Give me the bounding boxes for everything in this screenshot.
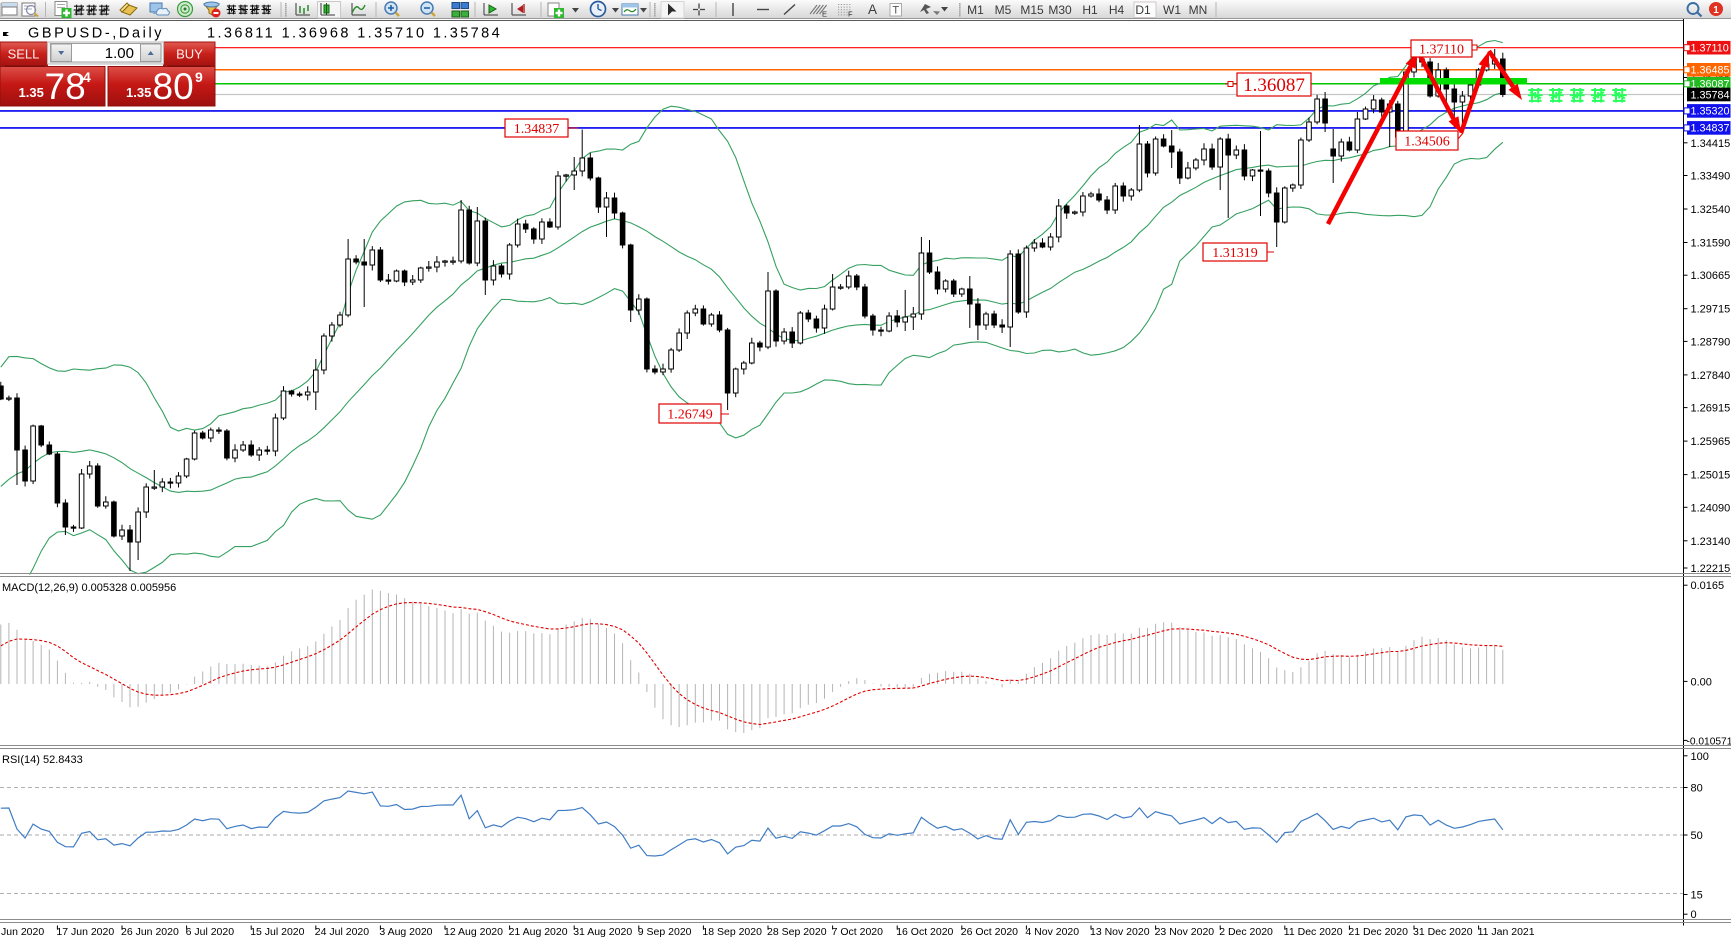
svg-text:1: 1 — [1713, 5, 1719, 16]
svg-text:-0.010571: -0.010571 — [1687, 736, 1731, 747]
svg-text:1.25965: 1.25965 — [1691, 436, 1731, 448]
svg-text:3 Aug 2020: 3 Aug 2020 — [379, 926, 432, 938]
svg-text:2 Dec 2020: 2 Dec 2020 — [1219, 926, 1273, 938]
svg-text:26 Oct 2020: 26 Oct 2020 — [961, 926, 1018, 938]
svg-text:F: F — [848, 10, 853, 19]
svg-text:1.36087: 1.36087 — [1691, 79, 1730, 91]
svg-text:1.31590: 1.31590 — [1691, 238, 1731, 250]
svg-text:1.34506: 1.34506 — [1404, 134, 1450, 149]
svg-text:12 Aug 2020: 12 Aug 2020 — [444, 926, 503, 938]
svg-text:4 Nov 2020: 4 Nov 2020 — [1025, 926, 1079, 938]
svg-text:M1: M1 — [967, 3, 984, 17]
svg-text:24 Jul 2020: 24 Jul 2020 — [315, 926, 369, 938]
svg-text:9: 9 — [195, 69, 203, 85]
svg-text:17 Jun 2020: 17 Jun 2020 — [56, 926, 114, 938]
svg-text:1.32540: 1.32540 — [1691, 204, 1731, 216]
svg-text:1.00: 1.00 — [105, 45, 134, 62]
svg-text:80: 80 — [153, 66, 194, 107]
svg-text:18 Sep 2020: 18 Sep 2020 — [702, 926, 762, 938]
svg-text:0.00: 0.00 — [1691, 676, 1712, 688]
svg-text:1.35320: 1.35320 — [1691, 106, 1730, 118]
svg-text:1.27840: 1.27840 — [1691, 370, 1731, 382]
svg-text:1.31319: 1.31319 — [1212, 246, 1258, 261]
svg-text:50: 50 — [1691, 830, 1703, 842]
svg-text:GBPUSD-,Daily: GBPUSD-,Daily — [28, 26, 164, 42]
svg-text:1.22215: 1.22215 — [1691, 563, 1731, 575]
svg-text:11 Dec 2020: 11 Dec 2020 — [1284, 926, 1343, 938]
svg-text:T: T — [892, 5, 899, 17]
svg-text:1.34415: 1.34415 — [1691, 138, 1731, 150]
svg-text:9 Sep 2020: 9 Sep 2020 — [638, 926, 692, 938]
svg-text:1.36811 1.36968 1.35710 1.3578: 1.36811 1.36968 1.35710 1.35784 — [207, 26, 502, 42]
svg-text:6 Jul 2020: 6 Jul 2020 — [186, 926, 235, 938]
svg-text:28 Sep 2020: 28 Sep 2020 — [767, 926, 827, 938]
svg-text:M15: M15 — [1020, 3, 1044, 17]
svg-text:0.0165: 0.0165 — [1691, 580, 1725, 592]
svg-text:1.36485: 1.36485 — [1691, 65, 1730, 77]
svg-text:26 Jun 2020: 26 Jun 2020 — [121, 926, 179, 938]
svg-text:1.37110: 1.37110 — [1419, 42, 1464, 57]
svg-text:11 Jan 2021: 11 Jan 2021 — [1478, 926, 1535, 938]
svg-text:1.36087: 1.36087 — [1243, 75, 1305, 96]
svg-text:1.35784: 1.35784 — [1691, 89, 1730, 101]
svg-text:78: 78 — [45, 66, 86, 107]
svg-text:7 Oct 2020: 7 Oct 2020 — [832, 926, 884, 938]
svg-text:1.35: 1.35 — [126, 85, 151, 100]
svg-text:16 Oct 2020: 16 Oct 2020 — [896, 926, 953, 938]
svg-text:D1: D1 — [1135, 3, 1151, 17]
svg-text:1.35: 1.35 — [19, 85, 44, 100]
svg-text:1.34837: 1.34837 — [1691, 123, 1730, 135]
svg-text:15: 15 — [1691, 890, 1703, 902]
svg-text:80: 80 — [1691, 783, 1703, 795]
svg-text:BUY: BUY — [176, 47, 203, 62]
svg-text:1.30665: 1.30665 — [1691, 270, 1731, 282]
svg-text:1.26749: 1.26749 — [667, 407, 713, 422]
svg-text:M30: M30 — [1048, 3, 1072, 17]
svg-text:1.26915: 1.26915 — [1691, 403, 1731, 415]
svg-text:1.25015: 1.25015 — [1691, 470, 1731, 482]
svg-text:M5: M5 — [995, 3, 1012, 17]
svg-text:1.28790: 1.28790 — [1691, 336, 1731, 348]
svg-text:MACD(12,26,9) 0.005328 0.00595: MACD(12,26,9) 0.005328 0.005956 — [2, 582, 176, 594]
svg-text:13 Nov 2020: 13 Nov 2020 — [1090, 926, 1150, 938]
svg-text:SELL: SELL — [8, 47, 40, 62]
svg-text:H1: H1 — [1082, 3, 1098, 17]
svg-text:1.33490: 1.33490 — [1691, 171, 1731, 183]
svg-text:W1: W1 — [1163, 3, 1181, 17]
svg-text:1.24090: 1.24090 — [1691, 502, 1731, 514]
svg-text:E: E — [822, 10, 827, 19]
svg-text:23 Nov 2020: 23 Nov 2020 — [1155, 926, 1215, 938]
svg-text:15 Jul 2020: 15 Jul 2020 — [250, 926, 304, 938]
svg-text:21 Dec 2020: 21 Dec 2020 — [1348, 926, 1408, 938]
svg-text:MN: MN — [1189, 3, 1208, 17]
svg-text:H4: H4 — [1109, 3, 1125, 17]
svg-text:4: 4 — [83, 69, 91, 85]
svg-text:1.29715: 1.29715 — [1691, 304, 1731, 316]
svg-text:21 Aug 2020: 21 Aug 2020 — [509, 926, 568, 938]
svg-text:31 Dec 2020: 31 Dec 2020 — [1413, 926, 1473, 938]
svg-text:100: 100 — [1691, 751, 1709, 763]
svg-text:RSI(14) 52.8433: RSI(14) 52.8433 — [2, 754, 83, 766]
svg-text:Jun 2020: Jun 2020 — [1, 926, 44, 938]
svg-text:1.34837: 1.34837 — [514, 122, 560, 137]
svg-text:0: 0 — [1691, 909, 1697, 921]
svg-text:1.23140: 1.23140 — [1691, 536, 1731, 548]
svg-text:31 Aug 2020: 31 Aug 2020 — [573, 926, 632, 938]
svg-text:1.37110: 1.37110 — [1691, 43, 1729, 55]
svg-text:A: A — [868, 2, 877, 17]
